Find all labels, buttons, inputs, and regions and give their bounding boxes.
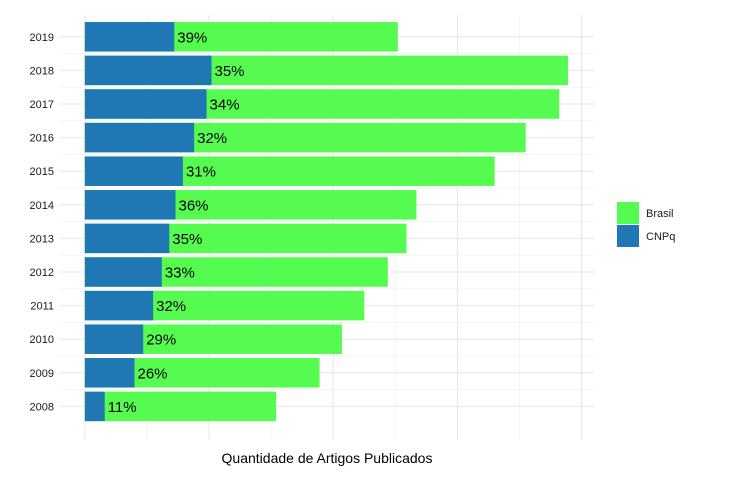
data-label: 35% xyxy=(215,63,245,80)
bar-cnpq-2018 xyxy=(84,55,212,86)
legend-swatch-brasil xyxy=(617,202,639,224)
data-label: 34% xyxy=(210,97,240,114)
data-label: 35% xyxy=(172,231,202,248)
y-tick-label: 2009 xyxy=(30,368,54,380)
x-axis-title: Quantidade de Artigos Publicados xyxy=(222,450,433,466)
data-label: 11% xyxy=(108,399,137,416)
bar-cnpq-2008 xyxy=(84,391,105,422)
data-label: 26% xyxy=(138,365,168,382)
data-label: 29% xyxy=(146,332,176,349)
y-tick-label: 2013 xyxy=(30,233,54,245)
bar-cnpq-2014 xyxy=(84,190,176,220)
legend: Brasil CNPq xyxy=(617,202,675,247)
bar-cnpq-2016 xyxy=(84,122,195,153)
bar-cnpq-2010 xyxy=(84,324,144,354)
bar-brasil-2008 xyxy=(84,391,277,422)
data-label: 31% xyxy=(186,164,216,181)
y-tick-label: 2012 xyxy=(30,267,54,279)
y-tick-label: 2008 xyxy=(30,401,54,413)
y-tick-label: 2017 xyxy=(30,99,54,111)
bars xyxy=(84,22,568,422)
legend-label-brasil: Brasil xyxy=(646,208,674,220)
bar-cnpq-2012 xyxy=(84,257,162,287)
data-label: 36% xyxy=(178,197,208,214)
percentage-labels: 39% 35% 34% 32% 31% 36% 35% 33% 32% 29% 26%11% xyxy=(108,29,245,416)
legend-label-cnpq: CNPq xyxy=(646,231,675,243)
y-tick-label: 2015 xyxy=(30,166,54,178)
bar-cnpq-2009 xyxy=(84,358,135,388)
y-axis-labels: 2019 2018 2017 2016 2015 2014 2013 2012 2011 2010… xyxy=(30,32,54,414)
bar-cnpq-2011 xyxy=(84,290,154,321)
data-label: 32% xyxy=(197,130,227,147)
data-label: 39% xyxy=(177,29,207,46)
bar-cnpq-2017 xyxy=(84,89,207,119)
y-tick-label: 2016 xyxy=(30,133,54,145)
legend-swatch-cnpq xyxy=(617,225,639,247)
data-label: 32% xyxy=(156,298,186,315)
y-tick-label: 2011 xyxy=(30,301,54,313)
data-label: 33% xyxy=(165,265,195,282)
y-tick-label: 2010 xyxy=(30,334,54,346)
bar-cnpq-2019 xyxy=(84,22,175,52)
y-tick-label: 2018 xyxy=(30,65,54,77)
y-tick-label: 2019 xyxy=(30,32,54,44)
bar-cnpq-2015 xyxy=(84,156,183,186)
bar-cnpq-2013 xyxy=(84,223,170,254)
y-tick-label: 2014 xyxy=(30,200,54,212)
